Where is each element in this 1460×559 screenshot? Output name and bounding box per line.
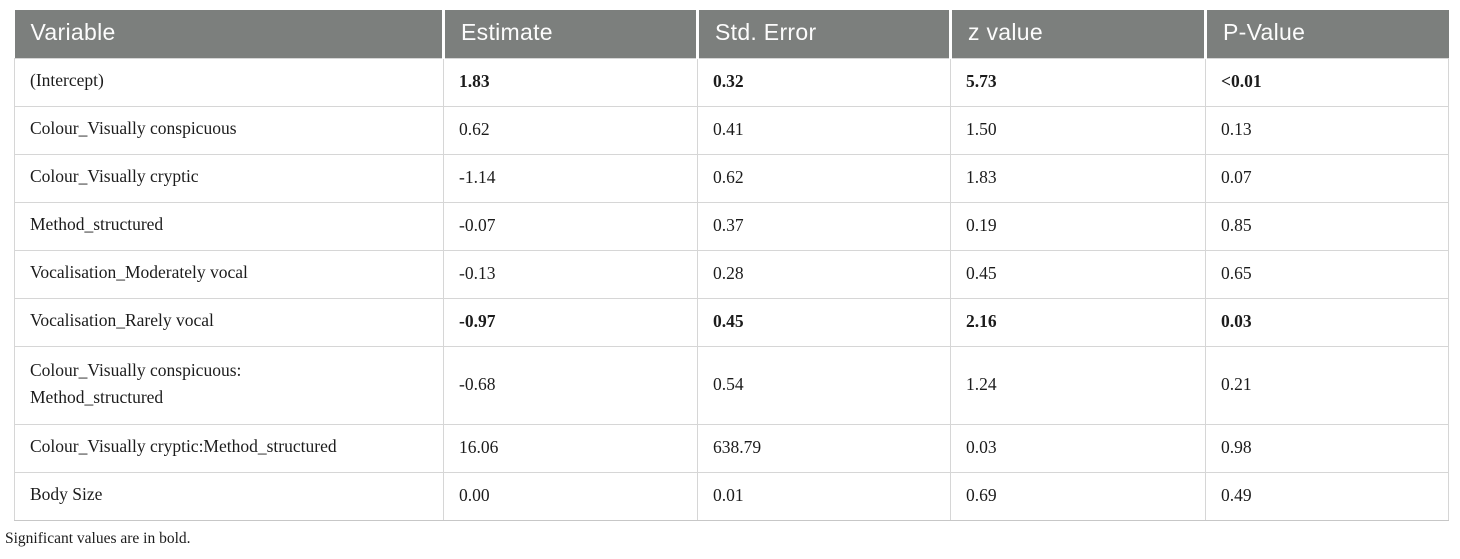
table-row: Method_structured -0.07 0.37 0.19 0.85 bbox=[14, 201, 1449, 251]
cell-variable: Method_structured bbox=[14, 201, 444, 251]
cell-z-value: 1.24 bbox=[950, 345, 1206, 425]
table-row: Colour_Visually cryptic -1.14 0.62 1.83 … bbox=[14, 153, 1449, 203]
cell-std-error: 0.32 bbox=[697, 57, 951, 107]
cell-p-value: 0.49 bbox=[1205, 471, 1449, 521]
cell-std-error: 0.62 bbox=[697, 153, 951, 203]
cell-z-value: 0.45 bbox=[950, 249, 1206, 299]
cell-variable: Colour_Visually cryptic:Method_structure… bbox=[14, 423, 444, 473]
cell-p-value: 0.13 bbox=[1205, 105, 1449, 155]
header-row: Variable Estimate Std. Error z value P-V… bbox=[14, 10, 1449, 58]
cell-estimate: -0.07 bbox=[443, 201, 698, 251]
cell-std-error: 0.37 bbox=[697, 201, 951, 251]
table-row: Vocalisation_Rarely vocal -0.97 0.45 2.1… bbox=[14, 297, 1449, 347]
cell-variable: Vocalisation_Moderately vocal bbox=[14, 249, 444, 299]
cell-z-value: 1.50 bbox=[950, 105, 1206, 155]
cell-variable: (Intercept) bbox=[14, 57, 444, 107]
table-row: Colour_Visually cryptic:Method_structure… bbox=[14, 423, 1449, 473]
cell-estimate: -1.14 bbox=[443, 153, 698, 203]
table-row: Colour_Visually conspicuous 0.62 0.41 1.… bbox=[14, 105, 1449, 155]
cell-estimate: 16.06 bbox=[443, 423, 698, 473]
cell-std-error: 0.01 bbox=[697, 471, 951, 521]
cell-std-error: 0.45 bbox=[697, 297, 951, 347]
cell-estimate: 0.00 bbox=[443, 471, 698, 521]
cell-p-value: <0.01 bbox=[1205, 57, 1449, 107]
cell-p-value: 0.65 bbox=[1205, 249, 1449, 299]
cell-variable: Body Size bbox=[14, 471, 444, 521]
cell-p-value: 0.85 bbox=[1205, 201, 1449, 251]
cell-estimate: 1.83 bbox=[443, 57, 698, 107]
results-table: Variable Estimate Std. Error z value P-V… bbox=[14, 10, 1449, 521]
column-header-estimate: Estimate bbox=[442, 10, 698, 58]
cell-p-value: 0.98 bbox=[1205, 423, 1449, 473]
cell-z-value: 0.69 bbox=[950, 471, 1206, 521]
cell-p-value: 0.21 bbox=[1205, 345, 1449, 425]
cell-z-value: 0.19 bbox=[950, 201, 1206, 251]
column-header-z-value: z value bbox=[949, 10, 1206, 58]
column-header-std-error: Std. Error bbox=[696, 10, 951, 58]
cell-variable: Vocalisation_Rarely vocal bbox=[14, 297, 444, 347]
cell-estimate: -0.68 bbox=[443, 345, 698, 425]
column-header-variable: Variable bbox=[14, 10, 444, 58]
cell-variable: Colour_Visually conspicuous: Method_stru… bbox=[14, 345, 444, 425]
cell-z-value: 1.83 bbox=[950, 153, 1206, 203]
cell-p-value: 0.03 bbox=[1205, 297, 1449, 347]
table-row: (Intercept) 1.83 0.32 5.73 <0.01 bbox=[14, 57, 1449, 107]
table-body: (Intercept) 1.83 0.32 5.73 <0.01 Colour_… bbox=[14, 57, 1449, 521]
table-footnote: Significant values are in bold. bbox=[5, 529, 191, 547]
cell-estimate: -0.13 bbox=[443, 249, 698, 299]
table-row: Colour_Visually conspicuous: Method_stru… bbox=[14, 345, 1449, 425]
cell-p-value: 0.07 bbox=[1205, 153, 1449, 203]
table-row: Body Size 0.00 0.01 0.69 0.49 bbox=[14, 471, 1449, 521]
cell-std-error: 0.41 bbox=[697, 105, 951, 155]
cell-estimate: 0.62 bbox=[443, 105, 698, 155]
column-header-p-value: P-Value bbox=[1204, 10, 1449, 58]
cell-z-value: 2.16 bbox=[950, 297, 1206, 347]
cell-estimate: -0.97 bbox=[443, 297, 698, 347]
cell-std-error: 638.79 bbox=[697, 423, 951, 473]
cell-z-value: 0.03 bbox=[950, 423, 1206, 473]
cell-z-value: 5.73 bbox=[950, 57, 1206, 107]
cell-variable: Colour_Visually cryptic bbox=[14, 153, 444, 203]
table-row: Vocalisation_Moderately vocal -0.13 0.28… bbox=[14, 249, 1449, 299]
cell-std-error: 0.54 bbox=[697, 345, 951, 425]
cell-std-error: 0.28 bbox=[697, 249, 951, 299]
cell-variable: Colour_Visually conspicuous bbox=[14, 105, 444, 155]
table-header: Variable Estimate Std. Error z value P-V… bbox=[14, 10, 1449, 58]
